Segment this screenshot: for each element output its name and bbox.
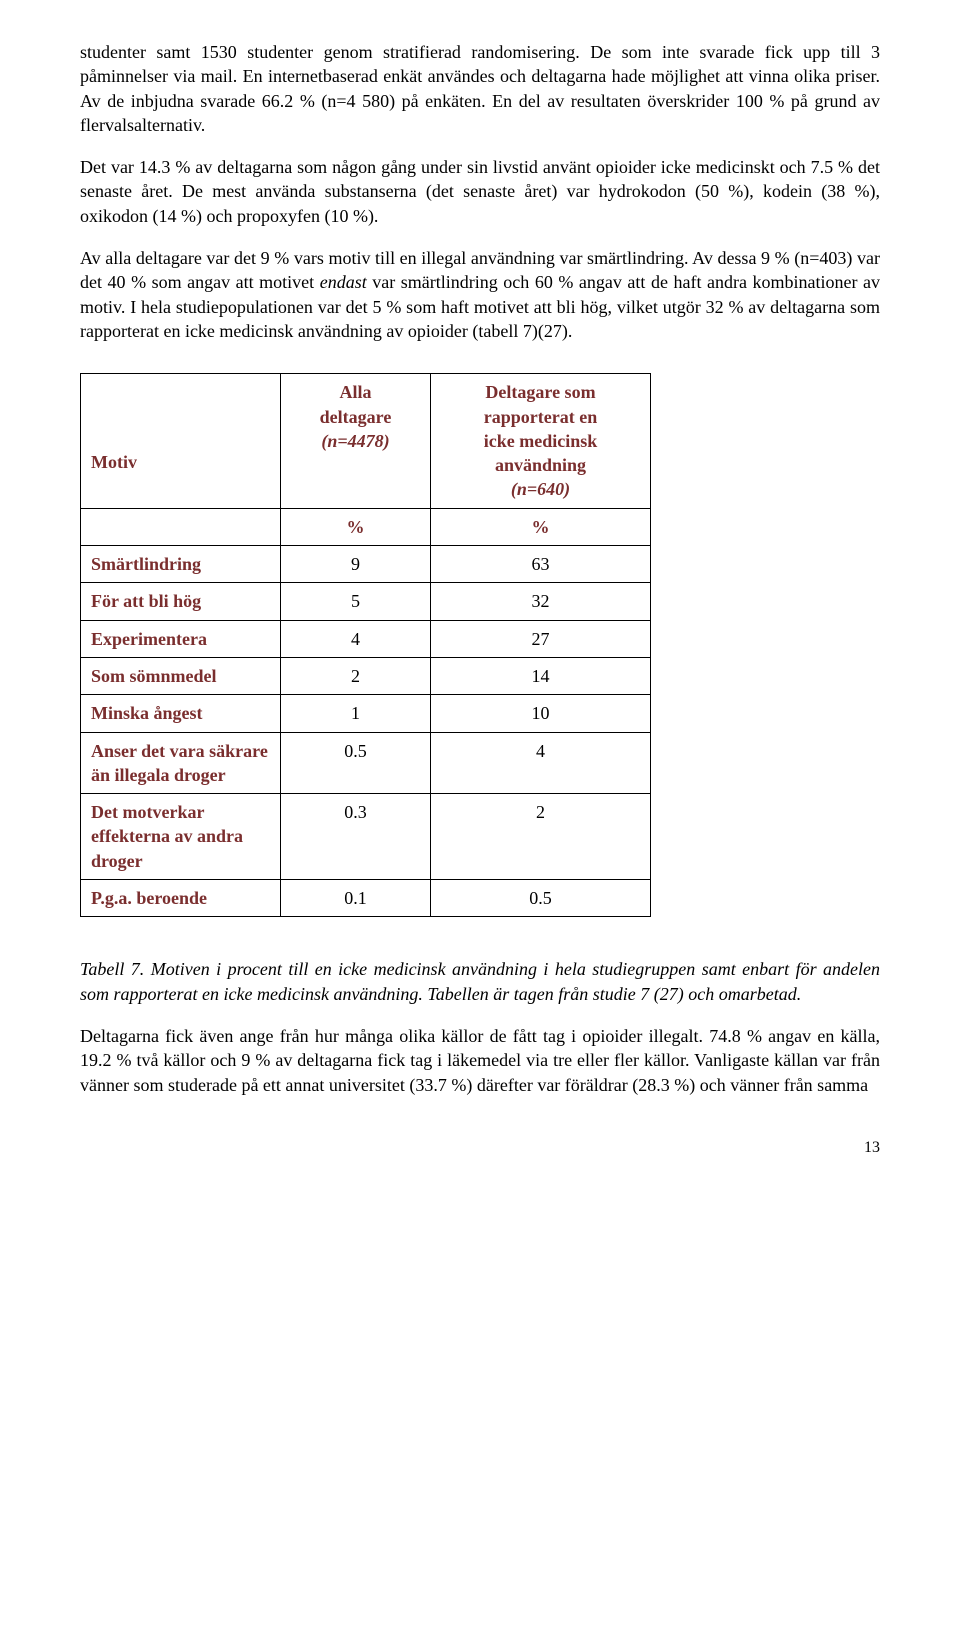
- header-del-l1: Deltagare som: [485, 382, 595, 402]
- header-all-l2: deltagare: [320, 407, 392, 427]
- row-del: 10: [431, 695, 651, 732]
- header-motiv-label: Motiv: [91, 452, 137, 472]
- header-all-l3: (n=4478): [321, 431, 389, 451]
- paragraph-4: Deltagarna fick även ange från hur många…: [80, 1024, 880, 1097]
- row-label: Smärtlindring: [81, 546, 281, 583]
- motiv-table-wrap: Motiv Alla deltagare (n=4478) Deltagare …: [80, 373, 880, 917]
- row-label: Som sömnmedel: [81, 657, 281, 694]
- header-del-l4: användning: [495, 455, 586, 475]
- row-del: 63: [431, 546, 651, 583]
- table-pct-row: % %: [81, 508, 651, 545]
- table-row: Som sömnmedel 2 14: [81, 657, 651, 694]
- paragraph-3: Av alla deltagare var det 9 % vars motiv…: [80, 246, 880, 343]
- table-header-row: Motiv Alla deltagare (n=4478) Deltagare …: [81, 374, 651, 508]
- table-row: Det motverkar effekterna av andra droger…: [81, 794, 651, 880]
- row-all: 0.1: [281, 880, 431, 917]
- header-del-l3: icke medicinsk: [484, 431, 598, 451]
- row-del: 4: [431, 732, 651, 794]
- table-row: Anser det vara säkrare än illegala droge…: [81, 732, 651, 794]
- row-all: 5: [281, 583, 431, 620]
- row-all: 1: [281, 695, 431, 732]
- row-label: P.g.a. beroende: [81, 880, 281, 917]
- row-label: Anser det vara säkrare än illegala droge…: [81, 732, 281, 794]
- row-all: 9: [281, 546, 431, 583]
- row-all: 4: [281, 620, 431, 657]
- header-del: Deltagare som rapporterat en icke medici…: [431, 374, 651, 508]
- row-label: För att bli hög: [81, 583, 281, 620]
- table-row: Smärtlindring 9 63: [81, 546, 651, 583]
- paragraph-2: Det var 14.3 % av deltagarna som någon g…: [80, 155, 880, 228]
- row-del: 27: [431, 620, 651, 657]
- page-number: 13: [80, 1137, 880, 1159]
- row-del: 2: [431, 794, 651, 880]
- pct-all: %: [281, 508, 431, 545]
- motiv-table: Motiv Alla deltagare (n=4478) Deltagare …: [80, 373, 651, 917]
- table-row: Minska ångest 1 10: [81, 695, 651, 732]
- table-row: P.g.a. beroende 0.1 0.5: [81, 880, 651, 917]
- row-label: Minska ångest: [81, 695, 281, 732]
- header-motiv: Motiv: [81, 374, 281, 508]
- row-all: 0.3: [281, 794, 431, 880]
- header-all: Alla deltagare (n=4478): [281, 374, 431, 508]
- row-label: Det motverkar effekterna av andra droger: [81, 794, 281, 880]
- paragraph-1: studenter samt 1530 studenter genom stra…: [80, 40, 880, 137]
- row-del: 14: [431, 657, 651, 694]
- table-caption: Tabell 7. Motiven i procent till en icke…: [80, 957, 880, 1006]
- row-all: 0.5: [281, 732, 431, 794]
- pct-empty: [81, 508, 281, 545]
- pct-del: %: [431, 508, 651, 545]
- row-label: Experimentera: [81, 620, 281, 657]
- header-del-l5: (n=640): [511, 479, 570, 499]
- row-all: 2: [281, 657, 431, 694]
- p3-emphasis: endast: [320, 272, 367, 292]
- header-del-l2: rapporterat en: [484, 407, 597, 427]
- row-del: 0.5: [431, 880, 651, 917]
- row-del: 32: [431, 583, 651, 620]
- table-row: Experimentera 4 27: [81, 620, 651, 657]
- header-all-l1: Alla: [339, 382, 371, 402]
- table-row: För att bli hög 5 32: [81, 583, 651, 620]
